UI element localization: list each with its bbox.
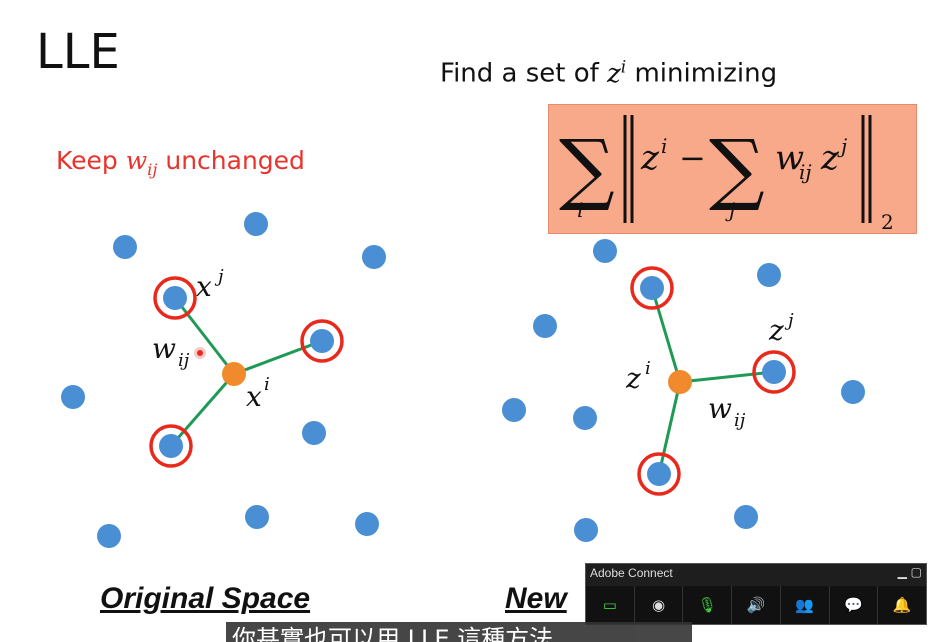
- neighbor-ring: [752, 350, 796, 394]
- neighbor-point-top: [640, 276, 664, 300]
- attendees-icon: 👥: [795, 596, 815, 614]
- point: [573, 406, 597, 430]
- subtitle-var: zi: [607, 56, 627, 89]
- point: [244, 212, 268, 236]
- webcam-button[interactable]: ◉: [635, 586, 684, 624]
- neighbor-ring: [153, 276, 197, 320]
- point: [757, 263, 781, 287]
- label-xi-sup: i: [264, 374, 270, 395]
- point: [593, 239, 617, 263]
- edge-bottom: [169, 373, 236, 447]
- formula-w-sub: ij: [799, 160, 812, 184]
- chat-icon: 💬: [844, 596, 863, 614]
- point: [97, 524, 121, 548]
- chat-button[interactable]: 💬: [830, 586, 879, 624]
- neighbor-point-bottom: [647, 462, 671, 486]
- label-zj-sup: j: [784, 310, 794, 331]
- label-wij: w: [708, 392, 732, 425]
- formula-w: w: [775, 138, 804, 178]
- keep-var: wij: [125, 146, 158, 179]
- speaker-button[interactable]: 🔊: [732, 586, 781, 624]
- maximize-icon[interactable]: ▢: [910, 565, 922, 579]
- point: [245, 505, 269, 529]
- point: [113, 235, 137, 259]
- point: [574, 518, 598, 542]
- minimize-icon[interactable]: ▁: [897, 565, 907, 579]
- sum-symbol-outer: ∑: [559, 124, 615, 214]
- neighbor-point-right: [310, 329, 334, 353]
- window-controls: ▁ ▢: [898, 565, 922, 579]
- original-space-diagram: x j w ij x i: [61, 212, 386, 548]
- neighbor-ring: [149, 424, 193, 468]
- formula-z2: z: [820, 138, 840, 178]
- share-screen-button[interactable]: ▭: [586, 586, 635, 624]
- slide-title: LLE: [36, 24, 120, 80]
- formula-svg: ∑ i z i − ∑ j w ij z j 2: [559, 115, 894, 234]
- point: [302, 421, 326, 445]
- attendees-button[interactable]: 👥: [781, 586, 830, 624]
- neighbor-ring: [630, 266, 674, 310]
- microphone-button[interactable]: 🎙: [683, 586, 733, 624]
- sum-outer-index: i: [577, 198, 583, 222]
- norm-subscript: 2: [881, 210, 894, 233]
- neighbor-ring: [637, 452, 681, 496]
- adobe-connect-toolbar: ▭ ◉ 🎙 🔊 👥 💬 🔔: [586, 586, 926, 624]
- label-wij-sub: ij: [734, 410, 746, 431]
- video-caption: 你甚實也可以用 LLE 這種方法: [226, 622, 692, 642]
- label-zi-sup: i: [645, 358, 651, 379]
- edge-xj: [173, 297, 236, 375]
- formula-minus: −: [679, 139, 706, 177]
- sum-symbol-inner: ∑: [709, 124, 765, 214]
- point: [362, 245, 386, 269]
- monitor-icon: ▭: [602, 596, 617, 614]
- speaker-icon: 🔊: [746, 596, 766, 614]
- label-xj-sup: j: [214, 266, 224, 287]
- slide-subtitle: Find a set of zi minimizing: [440, 56, 777, 89]
- formula-box: ∑ i z i − ∑ j w ij z j 2: [548, 104, 917, 234]
- point: [355, 512, 379, 536]
- keep-suffix: unchanged: [165, 146, 305, 175]
- center-point-zi: [668, 370, 692, 394]
- adobe-connect-title: Adobe Connect: [590, 566, 673, 580]
- adobe-connect-window[interactable]: Adobe Connect ▁ ▢ ▭ ◉ 🎙 🔊 👥 💬 🔔: [585, 563, 927, 625]
- label-zi: z: [625, 362, 641, 395]
- subtitle-prefix: Find a set of: [440, 58, 599, 89]
- neighbor-point-bottom: [159, 434, 183, 458]
- label-zj: z: [768, 314, 784, 347]
- neighbor-ring: [300, 319, 344, 363]
- webcam-icon: ◉: [652, 596, 666, 614]
- sum-inner-index: j: [725, 198, 735, 222]
- keep-note: Keep wij unchanged: [56, 146, 305, 179]
- neighbor-point-zj: [762, 360, 786, 384]
- label-wij: w: [152, 332, 176, 365]
- edge-top: [650, 287, 682, 383]
- point: [734, 505, 758, 529]
- notification-button[interactable]: 🔔: [878, 586, 926, 624]
- keep-prefix: Keep: [56, 146, 118, 175]
- formula-z: z: [640, 138, 660, 178]
- point: [502, 398, 526, 422]
- notification-icon: 🔔: [892, 596, 912, 614]
- edge-zj: [679, 370, 775, 384]
- subtitle-suffix: minimizing: [634, 58, 778, 89]
- original-space-label: Original Space: [100, 582, 311, 615]
- neighbor-point-xj: [163, 286, 187, 310]
- label-wij-sub: ij: [178, 350, 190, 371]
- point: [841, 380, 865, 404]
- label-xj: x: [196, 270, 212, 303]
- edge-bottom: [657, 381, 682, 475]
- new-space-label: New: [505, 582, 567, 615]
- cursor-dot: [197, 350, 203, 356]
- microphone-icon: 🎙: [697, 596, 717, 614]
- formula-z2-sup: j: [837, 134, 847, 158]
- label-xi: x: [246, 380, 262, 413]
- edge-right: [233, 339, 323, 376]
- new-space-diagram: z j z i w ij: [502, 239, 865, 542]
- point: [533, 314, 557, 338]
- center-point-xi: [222, 362, 246, 386]
- point: [61, 385, 85, 409]
- formula-z-sup: i: [661, 134, 667, 158]
